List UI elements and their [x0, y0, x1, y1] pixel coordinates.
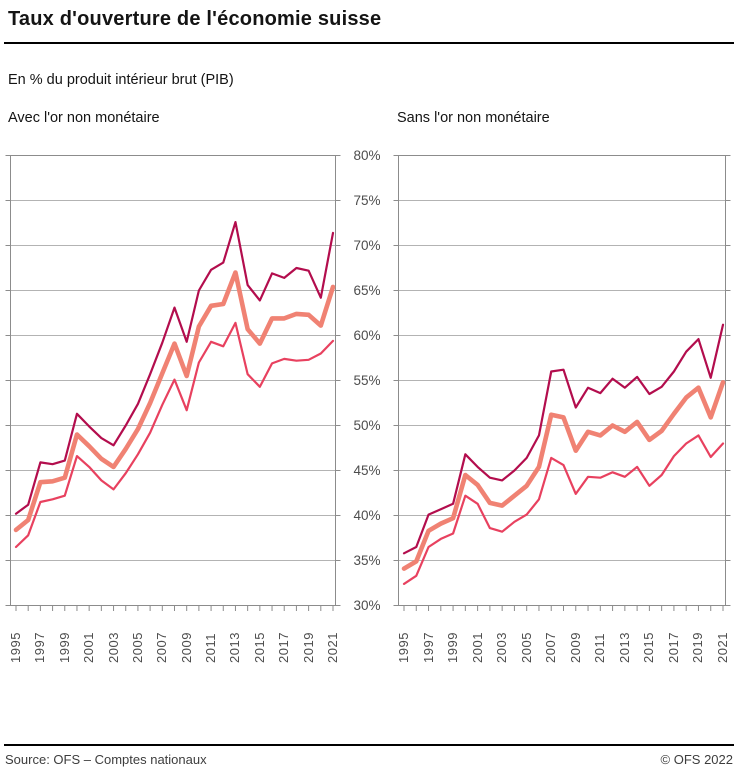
x-axis-label: 2019	[300, 632, 316, 663]
x-axis-label: 2011	[203, 633, 219, 663]
series-line-taux-d-ouverture	[13, 270, 336, 533]
y-axis-label: 50%	[353, 417, 381, 433]
x-axis-label: 2003	[105, 632, 121, 663]
series-line-taux-d-ouverture	[401, 380, 726, 571]
chart-subtitle: En % du produit intérieur brut (PIB)	[8, 72, 234, 88]
y-axis-label: 60%	[353, 327, 381, 343]
panel-title-left: Avec l'or non monétaire	[8, 110, 160, 126]
y-axis-labels: 80% 75% 70% 65% 60% 55% 50% 45% 40% 35% 30%	[336, 148, 398, 613]
x-axis-label: 2015	[641, 632, 657, 663]
y-axis-label: 80%	[353, 147, 381, 163]
x-axis-label: 1995	[8, 632, 23, 663]
x-axis-label: 2005	[129, 632, 145, 663]
series-line-importations	[14, 321, 335, 549]
legend: Exportations Importations Taux d'ouvertu…	[0, 700, 738, 726]
x-axis-label: 2013	[227, 632, 243, 663]
x-axis-label: 1997	[420, 632, 436, 663]
plot-border	[10, 155, 336, 606]
x-axis-label: 1997	[32, 632, 48, 663]
chart-without-gold: 1995 1997 1999 2001 2003 2005 2007 2009 2011 2013…	[393, 155, 731, 663]
x-axis-label: 2007	[543, 632, 559, 663]
y-axis-label: 40%	[353, 507, 381, 523]
x-axis-label: 2003	[494, 632, 510, 663]
y-axis-label: 65%	[353, 282, 381, 298]
x-axis-label: 2011	[592, 633, 608, 663]
series-line-importations	[402, 434, 725, 585]
panel-title-right: Sans l'or non monétaire	[397, 110, 550, 126]
x-axis-label: 1995	[396, 632, 411, 663]
y-axis-label: 35%	[353, 552, 381, 568]
copyright-text: © OFS 2022	[660, 752, 733, 767]
x-axis-label: 2021	[715, 632, 730, 663]
x-axis-label: 2019	[690, 632, 706, 663]
x-axis-label: 1999	[445, 632, 461, 663]
x-axis-label: 2001	[469, 632, 485, 663]
x-axis-label: 1999	[56, 632, 72, 663]
plot-area-right	[393, 155, 731, 611]
x-axis-label: 2009	[567, 632, 583, 663]
x-axis-label: 2005	[518, 632, 534, 663]
source-text: Source: OFS – Comptes nationaux	[5, 752, 207, 767]
series-line-exportations	[14, 220, 335, 515]
chart-with-gold: 1995 1997 1999 2001 2003 2005 2007 2009 2011 2013…	[5, 155, 341, 663]
title-rule	[4, 42, 734, 44]
x-axis-label: 2001	[81, 632, 97, 663]
plot-border	[398, 155, 726, 606]
x-axis-label: 2021	[325, 632, 340, 663]
y-axis-label: 55%	[353, 372, 381, 388]
series-line-exportations	[402, 323, 725, 555]
x-axis-label: 2013	[616, 632, 632, 663]
y-axis-label: 45%	[353, 462, 381, 478]
x-axis-label: 2009	[178, 632, 194, 663]
plot-area-left	[5, 155, 341, 611]
x-axis-label: 2017	[276, 632, 292, 663]
y-axis-label: 75%	[353, 192, 381, 208]
x-axis-label: 2015	[251, 632, 267, 663]
page-title: Taux d'ouverture de l'économie suisse	[8, 8, 382, 30]
footer-rule	[4, 744, 734, 746]
y-axis-label: 30%	[353, 597, 381, 613]
y-axis-label: 70%	[353, 237, 381, 253]
x-axis-label: 2007	[154, 632, 170, 663]
x-axis-label: 2017	[665, 632, 681, 663]
